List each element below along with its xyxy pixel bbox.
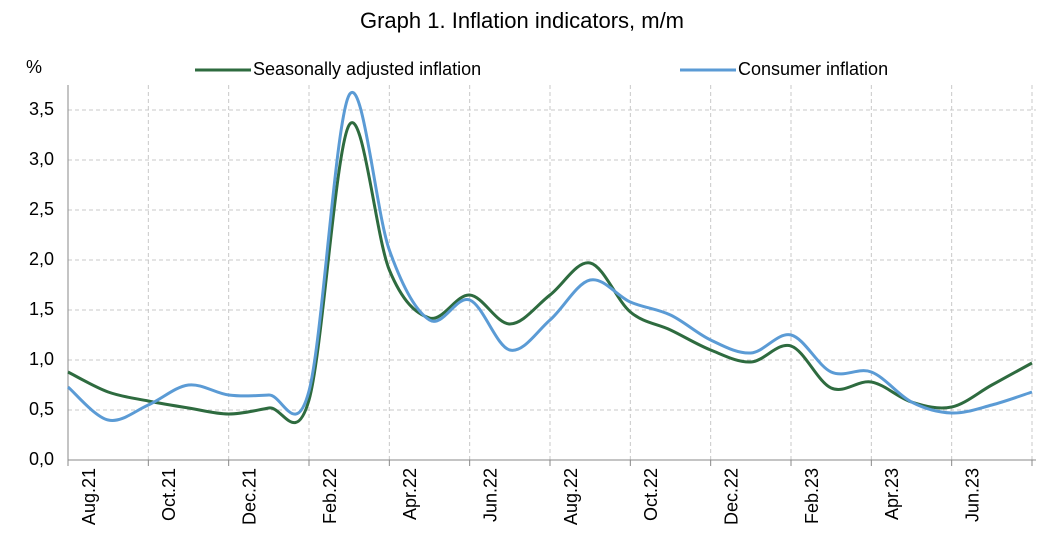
series-line [66, 90, 1033, 422]
y-axis-label: % [26, 57, 42, 77]
x-tick-label: Feb.22 [320, 468, 340, 524]
y-tick-label: 0,5 [29, 399, 54, 419]
x-tick-label: Aug.22 [561, 468, 581, 525]
x-tick-label: Dec.21 [239, 468, 259, 525]
x-tick-label: Jun.22 [480, 468, 500, 522]
series-line [67, 121, 1033, 425]
x-tick-label: Oct.21 [159, 468, 179, 521]
y-tick-label: 3,5 [29, 99, 54, 119]
x-tick-label: Aug.23 [1043, 468, 1044, 525]
x-tick-label: Apr.22 [400, 468, 420, 520]
y-tick-label: 3,0 [29, 149, 54, 169]
legend-label: Consumer inflation [738, 59, 888, 79]
x-tick-label: Aug.21 [79, 468, 99, 525]
y-tick-label: 1,5 [29, 299, 54, 319]
y-tick-label: 2,5 [29, 199, 54, 219]
y-tick-label: 0,0 [29, 449, 54, 469]
x-tick-label: Apr.23 [882, 468, 902, 520]
x-tick-label: Oct.22 [641, 468, 661, 521]
x-tick-label: Dec.22 [721, 468, 741, 525]
chart-title: Graph 1. Inflation indicators, m/m [360, 8, 684, 33]
x-tick-label: Feb.23 [802, 468, 822, 524]
y-tick-label: 2,0 [29, 249, 54, 269]
legend-label: Seasonally adjusted inflation [253, 59, 481, 79]
y-tick-label: 1,0 [29, 349, 54, 369]
x-tick-label: Jun.23 [962, 468, 982, 522]
